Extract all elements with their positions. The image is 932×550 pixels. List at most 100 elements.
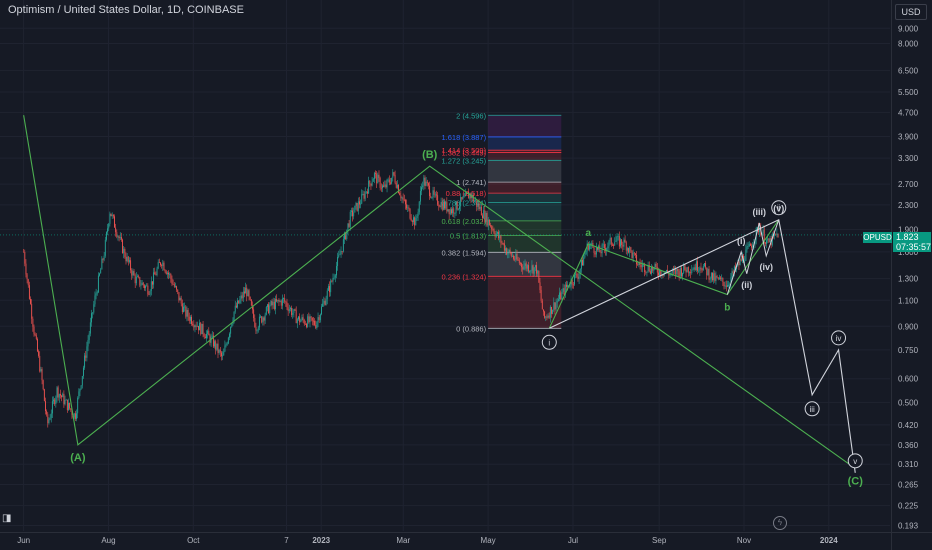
candle-body: [202, 323, 204, 335]
wave-label-projection-ring: [541, 334, 557, 350]
candle-body: [150, 281, 152, 291]
candle-body: [260, 316, 261, 318]
candle-body: [151, 281, 153, 285]
candle-body: [729, 283, 731, 285]
candle-body: [355, 203, 357, 206]
candle-body: [695, 261, 697, 271]
candle-body: [49, 417, 51, 420]
candle-body: [649, 271, 651, 274]
candle-body: [88, 333, 90, 340]
fib-zone: [488, 136, 562, 151]
wave-label-primary: (B): [422, 149, 438, 161]
candle-body: [479, 206, 481, 210]
candle-body: [109, 213, 111, 224]
candle-body: [759, 227, 761, 232]
candle-body: [621, 239, 623, 245]
lightning-icon[interactable]: ϟ: [773, 516, 787, 530]
candle-body: [271, 301, 273, 306]
candle-body: [448, 209, 450, 215]
candle-body: [694, 267, 696, 271]
candle-body: [736, 265, 738, 270]
candle-body: [769, 238, 771, 243]
candle-body: [684, 264, 686, 270]
candle-body: [679, 268, 681, 277]
candle-body: [361, 194, 363, 204]
candle-body: [693, 267, 695, 270]
candle-body: [255, 326, 257, 331]
candle-body: [223, 351, 225, 356]
candle-body: [334, 275, 336, 278]
candle-body: [316, 322, 318, 328]
wave-label-minor: a: [585, 228, 591, 239]
candle-body: [314, 320, 316, 325]
candle-body: [505, 248, 506, 251]
candle-body: [317, 317, 319, 323]
candle-body: [34, 333, 36, 336]
candle-body: [74, 413, 76, 419]
candle-body: [329, 286, 330, 293]
candle-body: [463, 196, 465, 198]
candle-body: [372, 178, 374, 182]
candle-body: [234, 305, 236, 312]
candle-body: [257, 327, 259, 331]
candle-body: [517, 259, 519, 261]
candle-body: [124, 249, 126, 258]
candle-body: [365, 191, 367, 193]
candle-body: [207, 330, 209, 334]
candle-body: [237, 300, 238, 308]
candle-body: [702, 266, 704, 271]
candle-body: [180, 298, 182, 304]
candle-body: [147, 285, 149, 295]
candle-body: [717, 277, 719, 280]
candle-body: [134, 275, 136, 284]
candle-body: [393, 172, 395, 175]
candle-body: [248, 290, 250, 297]
candle-body: [193, 325, 195, 328]
tradingview-logo-icon[interactable]: ◨: [2, 513, 12, 524]
projection-wave: [549, 218, 856, 473]
candle-body: [591, 243, 593, 245]
fib-zone: [488, 202, 562, 221]
price-tick-label: 1.900: [898, 226, 919, 235]
candle-body: [403, 199, 405, 201]
candle-body: [634, 253, 636, 255]
candle-body: [360, 203, 362, 205]
candle-body: [456, 201, 458, 210]
candle-body: [762, 229, 764, 234]
candle-body: [107, 228, 109, 233]
candle-body: [446, 201, 448, 212]
fib-level-label: 0 (0.886): [456, 324, 487, 333]
price-tick-label: 0.750: [898, 346, 919, 355]
candle-body: [347, 223, 349, 230]
candle-body: [46, 411, 48, 415]
candle-body: [434, 194, 436, 196]
candle-body: [697, 261, 698, 271]
candle-body: [86, 346, 88, 358]
candle-body: [240, 295, 242, 300]
candle-body: [486, 212, 488, 226]
candle-body: [264, 314, 266, 321]
fib-level-label: 1 (2.741): [456, 178, 487, 187]
candle-body: [450, 209, 452, 214]
candle-body: [459, 206, 460, 209]
candle-body: [325, 299, 327, 306]
candle-body: [220, 352, 222, 357]
abc-minor-wave: [548, 219, 780, 329]
candle-body: [250, 299, 252, 306]
candle-body: [424, 177, 426, 186]
candle-body: [438, 204, 440, 207]
symbol-title[interactable]: Optimism / United States Dollar, 1D, COI…: [8, 4, 244, 16]
candle-body: [364, 191, 366, 199]
candle-body: [537, 270, 539, 274]
candle-body: [624, 239, 626, 243]
candle-body: [188, 316, 190, 321]
candle-body: [447, 209, 449, 212]
currency-button[interactable]: USD: [895, 4, 927, 20]
candle-body: [346, 229, 348, 240]
candle-body: [699, 267, 701, 271]
candle-body: [767, 238, 769, 241]
candle-body: [644, 263, 646, 272]
candle-body: [78, 391, 80, 398]
candle-body: [502, 243, 504, 244]
